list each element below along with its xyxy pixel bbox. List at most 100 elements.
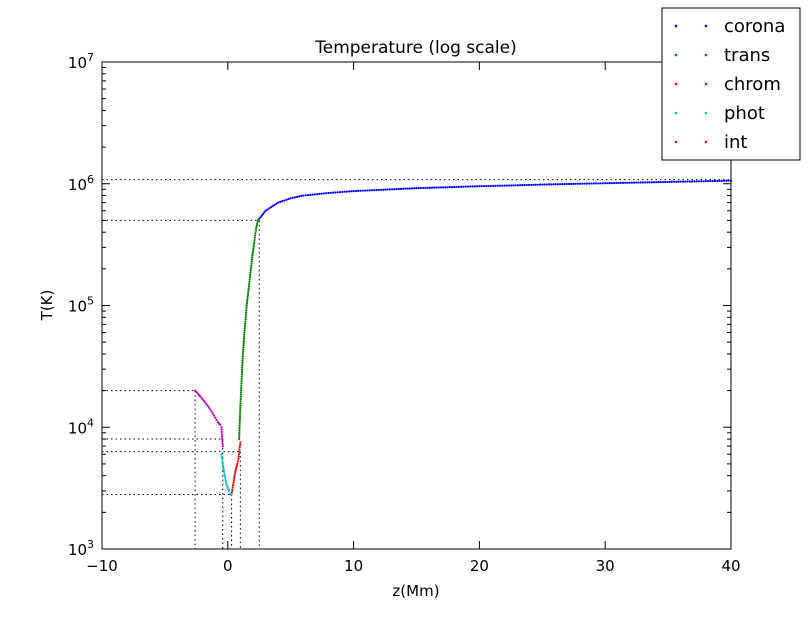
data-point: [223, 472, 226, 476]
data-point: [259, 216, 262, 219]
data-point: [615, 181, 618, 185]
data-point: [261, 212, 265, 216]
data-point: [390, 188, 394, 191]
data-point: [234, 470, 237, 473]
data-point: [252, 249, 255, 252]
data-point: [243, 331, 246, 334]
data-point: [240, 388, 243, 392]
data-point: [266, 208, 269, 211]
legend-marker: [674, 53, 678, 57]
legend-frame: [661, 7, 801, 161]
data-point: [315, 193, 319, 196]
data-point: [238, 435, 241, 438]
x-axis-label: z(Mm): [392, 582, 439, 600]
data-point: [241, 366, 244, 369]
data-point: [225, 481, 228, 484]
data-point: [295, 195, 299, 198]
data-point: [424, 186, 427, 189]
data-point: [238, 450, 241, 453]
data-point: [426, 186, 429, 189]
data-point: [368, 189, 371, 192]
data-point: [641, 181, 645, 184]
data-point: [237, 452, 241, 456]
data-point: [512, 184, 515, 187]
data-point: [534, 183, 537, 186]
data-point: [702, 180, 705, 183]
data-point: [253, 241, 256, 244]
data-point: [608, 182, 611, 185]
data-point: [283, 199, 286, 202]
data-point: [552, 183, 555, 186]
data-point: [679, 180, 682, 183]
data-point: [619, 181, 622, 184]
data-point: [222, 466, 225, 469]
data-point: [209, 408, 212, 411]
data-point: [221, 464, 225, 467]
data-point: [626, 181, 629, 184]
data-point: [487, 184, 490, 188]
data-point: [435, 186, 438, 189]
data-point: [460, 185, 463, 188]
data-point: [397, 187, 400, 191]
data-point: [248, 280, 251, 283]
data-point: [331, 191, 335, 194]
data-point: [207, 406, 211, 409]
data-point: [350, 190, 353, 193]
data-point: [242, 346, 245, 349]
data-point: [659, 180, 662, 184]
data-point: [363, 189, 367, 192]
data-point: [501, 184, 504, 187]
data-point: [247, 287, 250, 290]
data-point: [238, 443, 242, 446]
legend-entry-int: int: [674, 132, 747, 153]
data-point: [410, 187, 414, 190]
data-point: [249, 271, 252, 274]
data-point: [232, 481, 235, 484]
data-point: [240, 377, 243, 380]
data-point: [306, 193, 309, 197]
data-point: [700, 180, 703, 183]
data-point: [691, 180, 694, 183]
data-point: [635, 181, 638, 184]
data-point: [249, 273, 252, 277]
legend-label: int: [724, 132, 747, 153]
data-point: [510, 184, 513, 187]
data-point: [244, 313, 248, 316]
data-point: [650, 181, 653, 184]
data-point: [668, 180, 671, 183]
data-point: [239, 402, 242, 405]
data-point: [273, 203, 276, 207]
data-point: [236, 462, 239, 465]
data-point: [240, 382, 243, 385]
legend-marker: [704, 111, 708, 115]
data-point: [204, 401, 207, 404]
data-point: [624, 181, 627, 184]
data-point: [200, 396, 203, 399]
data-point: [561, 183, 564, 186]
data-point: [241, 359, 244, 362]
data-point: [275, 202, 278, 205]
data-point: [244, 320, 247, 323]
series-corona: [256, 179, 733, 222]
data-point: [538, 183, 542, 186]
series-phot: [220, 453, 233, 496]
data-point: [718, 179, 721, 182]
data-point: [352, 190, 355, 193]
data-point: [222, 468, 225, 471]
data-point: [221, 437, 224, 441]
data-point: [220, 426, 223, 429]
data-point: [492, 184, 495, 187]
data-point: [246, 295, 249, 299]
data-point: [264, 209, 267, 212]
data-point: [249, 269, 252, 272]
data-point: [343, 190, 346, 193]
data-point: [212, 414, 216, 417]
data-point: [254, 231, 257, 235]
legend-entries: corona trans chrom phot int: [674, 16, 785, 153]
data-point: [406, 187, 409, 190]
data-point: [366, 189, 369, 192]
data-point: [239, 400, 242, 403]
data-point: [242, 340, 245, 343]
data-point: [382, 188, 385, 191]
data-point: [252, 245, 255, 248]
